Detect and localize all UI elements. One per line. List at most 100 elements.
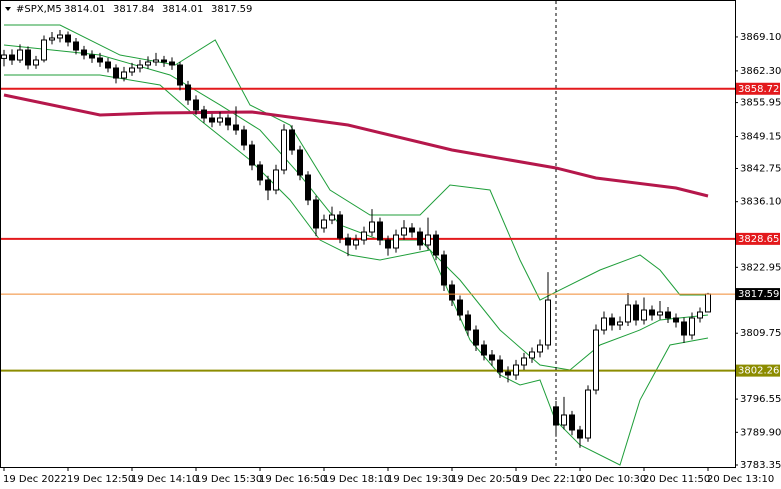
candle-body <box>457 299 463 316</box>
candle-body <box>273 169 279 191</box>
x-tick-label: 19 Dec 15:30 <box>195 474 262 485</box>
x-tick-label: 20 Dec 13:10 <box>707 474 774 485</box>
candle-body <box>561 414 567 426</box>
candle-body <box>129 67 135 73</box>
candle-body <box>481 344 487 356</box>
candle-body <box>97 57 103 63</box>
header-low: 3814.01 <box>162 4 203 15</box>
candle-body <box>705 293 711 313</box>
candle-body <box>409 227 415 233</box>
header: #SPX,M5 3814.01 3817.84 3814.01 3817.59 <box>5 4 252 15</box>
candle-body <box>193 99 199 111</box>
candle-body <box>241 129 247 146</box>
candle-body <box>281 129 287 171</box>
candle-body <box>105 61 111 69</box>
y-tick-label: 3789.90 <box>740 427 781 438</box>
candle-body <box>153 59 159 63</box>
candle-body <box>497 359 503 373</box>
candle-body <box>65 34 71 43</box>
candle-body <box>289 129 295 151</box>
candle-body <box>633 304 639 321</box>
y-tick-label: 3836.10 <box>740 197 781 208</box>
candle-body <box>177 64 183 86</box>
candle-body <box>121 71 127 79</box>
candle-body <box>201 109 207 119</box>
candle-body <box>369 221 375 233</box>
candle-body <box>161 59 167 63</box>
candle-body <box>505 371 511 376</box>
candle-body <box>353 239 359 246</box>
candle-body <box>473 329 479 346</box>
candle-body <box>185 84 191 101</box>
candle-body <box>321 219 327 229</box>
x-tick-label: 19 Dec 20:50 <box>451 474 518 485</box>
candle-body <box>441 254 447 286</box>
candle-body <box>681 321 687 336</box>
level-label: 3802.26 <box>738 366 779 377</box>
candle-body <box>617 321 623 326</box>
candle-body <box>345 237 351 246</box>
y-tick-label: 3849.15 <box>740 132 781 143</box>
candle-body <box>305 174 311 201</box>
x-tick-label: 20 Dec 10:30 <box>579 474 646 485</box>
x-tick-label: 19 Dec 19:30 <box>387 474 454 485</box>
candle-body <box>217 117 223 123</box>
x-tick-label: 19 Dec 2022 <box>3 474 67 485</box>
candle-body <box>697 311 703 319</box>
candle-body <box>89 54 95 59</box>
candle-body <box>313 199 319 229</box>
candle-body <box>513 364 519 376</box>
header-high: 3817.84 <box>113 4 154 15</box>
candle-body <box>41 39 47 61</box>
candle-body <box>249 144 255 166</box>
x-tick-label: 19 Dec 18:10 <box>323 474 390 485</box>
candle-body <box>593 329 599 391</box>
y-tick-label: 3822.95 <box>740 262 781 273</box>
y-tick-label: 3842.75 <box>740 163 781 174</box>
candle-body <box>537 344 543 353</box>
level-label-box <box>736 82 780 95</box>
x-tick-label: 19 Dec 16:50 <box>259 474 326 485</box>
y-tick-label: 3862.30 <box>740 66 781 77</box>
candle-body <box>417 231 423 246</box>
plot-area <box>1 24 735 466</box>
symbol: #SPX,M5 <box>16 4 62 15</box>
x-tick-label: 19 Dec 12:50 <box>67 474 134 485</box>
candle-body <box>337 214 343 239</box>
price-label-box <box>736 288 780 301</box>
candle-body <box>361 231 367 241</box>
candle-body <box>585 389 591 439</box>
candle-body <box>401 227 407 236</box>
candle-body <box>81 49 87 56</box>
level-label-box <box>736 232 780 245</box>
candle-body <box>673 317 679 323</box>
candle-body <box>257 164 263 181</box>
candle-body <box>601 317 607 331</box>
header-close: 3817.59 <box>211 4 252 15</box>
candle-body <box>625 304 631 323</box>
candle-body <box>657 311 663 316</box>
x-tick-label: 19 Dec 22:10 <box>515 474 582 485</box>
menu-arrow <box>5 7 11 11</box>
candle-body <box>465 314 471 331</box>
candle-body <box>609 317 615 326</box>
price-label: 3817.59 <box>738 289 779 300</box>
level-label: 3858.72 <box>738 84 779 95</box>
candle-body <box>689 317 695 336</box>
candle-body <box>385 239 391 249</box>
candle-body <box>521 357 527 366</box>
candle-body <box>33 59 39 66</box>
candle-body <box>25 49 31 66</box>
candle-body <box>577 429 583 439</box>
level-label-box <box>736 364 780 377</box>
candle-body <box>225 117 231 126</box>
candle-body <box>569 414 575 431</box>
indicator-line <box>4 24 708 301</box>
candle-body <box>433 234 439 256</box>
axes: 3869.10 3862.30 3855.95 3849.15 3842.75 3836.… <box>3 32 781 485</box>
candle-body <box>49 37 55 41</box>
candle-body <box>113 67 119 79</box>
candle-body <box>489 354 495 361</box>
candle-body <box>145 61 151 66</box>
candle-body <box>297 149 303 176</box>
